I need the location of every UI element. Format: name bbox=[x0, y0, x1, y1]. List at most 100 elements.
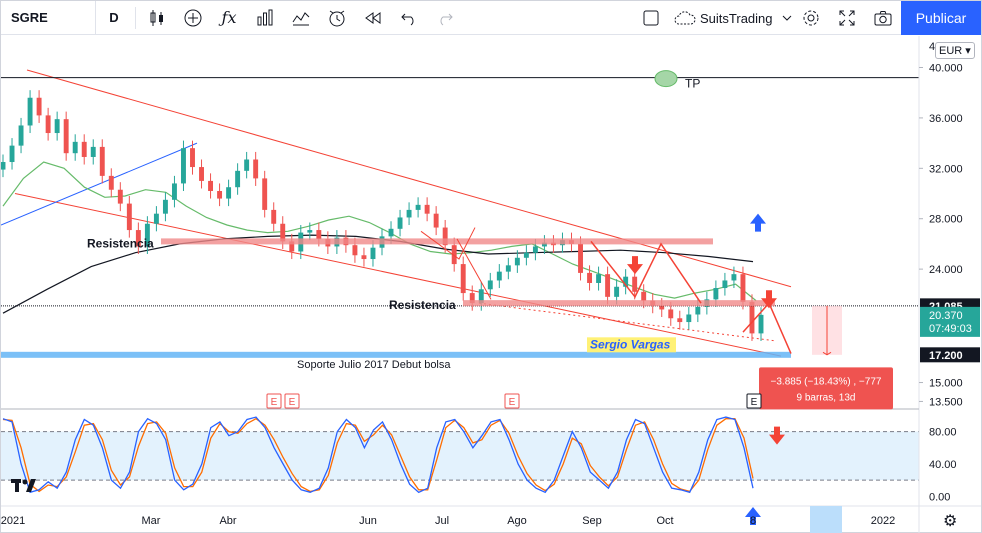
candle-body bbox=[469, 293, 475, 304]
time-range-highlight bbox=[810, 506, 842, 533]
earnings-marker-label: E bbox=[271, 397, 278, 408]
candle-body bbox=[253, 159, 259, 179]
candle-body bbox=[478, 289, 484, 304]
toolbar-divider bbox=[135, 6, 136, 29]
price-tag-countdown: 07:49:03 bbox=[929, 323, 972, 335]
symbol-search[interactable]: SGRE bbox=[1, 0, 96, 35]
camera-icon[interactable] bbox=[865, 1, 901, 35]
currency-selector[interactable]: EUR ▾ bbox=[935, 42, 975, 59]
candle-body bbox=[605, 274, 611, 297]
price-tick-label: 28.000 bbox=[929, 214, 963, 226]
time-tick-label: Abr bbox=[219, 515, 236, 527]
stoch-tick-label: 80.00 bbox=[929, 427, 957, 439]
fullscreen-icon[interactable] bbox=[829, 1, 865, 35]
candle-body bbox=[208, 180, 214, 191]
candle-body bbox=[749, 301, 755, 334]
earnings-marker-label: E bbox=[509, 397, 516, 408]
layout-name[interactable]: SuitsTrading bbox=[673, 1, 795, 35]
indicators-icon[interactable] bbox=[283, 1, 319, 35]
earnings-marker[interactable] bbox=[266, 393, 282, 409]
candle-body bbox=[740, 274, 746, 302]
support-label: Soporte Julio 2017 Debut bolsa bbox=[297, 359, 451, 371]
time-tick-label: Ago bbox=[507, 515, 527, 527]
candle-body bbox=[686, 314, 692, 323]
earnings-marker-label: E bbox=[751, 397, 758, 408]
candle-body bbox=[36, 97, 42, 116]
candle-body bbox=[307, 230, 313, 233]
channel-bottom-line bbox=[14, 193, 782, 357]
interval-button[interactable]: D bbox=[109, 10, 119, 25]
blue-up-arrow-main bbox=[750, 213, 766, 232]
candle-body bbox=[135, 230, 141, 247]
alert-icon[interactable] bbox=[319, 1, 355, 35]
fx-icon[interactable]: ƒx bbox=[221, 8, 237, 27]
candle-body bbox=[45, 115, 51, 134]
candle-body bbox=[63, 119, 69, 154]
sma-green-line bbox=[2, 161, 757, 302]
candle-body bbox=[370, 247, 376, 260]
candle-body bbox=[27, 97, 33, 126]
candle-body bbox=[54, 119, 60, 134]
red-down-arrow-stoch bbox=[769, 426, 785, 445]
red-down-arrow-2 bbox=[761, 290, 777, 309]
candle-body bbox=[623, 276, 629, 287]
candle-body bbox=[117, 189, 123, 204]
candle-body bbox=[262, 178, 268, 210]
redo-icon[interactable] bbox=[427, 1, 463, 35]
measure-box-line2: 9 barras, 13d bbox=[797, 392, 856, 403]
publish-button[interactable]: Publicar bbox=[901, 1, 981, 35]
price-tag-current bbox=[920, 306, 980, 337]
bar-chart-icon[interactable] bbox=[247, 1, 283, 35]
settings-icon[interactable] bbox=[793, 1, 829, 35]
square-icon[interactable] bbox=[633, 1, 669, 35]
chart-plot[interactable]: 40.000 36.000 32.000 28.000 24.000 15.000 13.5… bbox=[1, 36, 981, 533]
candle-body bbox=[406, 209, 412, 218]
candle-body bbox=[289, 241, 295, 252]
trendline-dotted bbox=[478, 302, 777, 342]
undo-icon[interactable] bbox=[391, 1, 427, 35]
candle-body bbox=[596, 274, 602, 283]
candle-body bbox=[181, 148, 186, 184]
candle-body bbox=[722, 280, 728, 289]
plus-circle-icon[interactable] bbox=[175, 1, 211, 35]
chevron-down-icon[interactable] bbox=[779, 10, 795, 26]
candle-body bbox=[316, 230, 322, 239]
candles-icon[interactable] bbox=[139, 1, 175, 35]
top-toolbar: SGRE D ƒx SuitsTrading Publicar bbox=[1, 0, 981, 35]
earnings-marker[interactable] bbox=[504, 393, 520, 409]
earnings-marker-label: E bbox=[289, 397, 296, 408]
candle-body bbox=[614, 286, 620, 297]
blue-up-arrow-stoch bbox=[745, 507, 761, 525]
replay-icon[interactable] bbox=[355, 1, 391, 35]
candle-body bbox=[677, 318, 683, 323]
candle-body bbox=[81, 141, 87, 157]
gear-icon[interactable]: ⚙ bbox=[943, 513, 958, 530]
author-label: Sergio Vargas bbox=[590, 337, 671, 351]
candle-body bbox=[90, 146, 96, 157]
red-down-arrow-1 bbox=[627, 256, 643, 275]
candle-body bbox=[578, 243, 583, 273]
candle-body bbox=[397, 217, 403, 229]
price-tick-label: 32.000 bbox=[929, 163, 963, 175]
candle-body bbox=[659, 305, 665, 310]
candle-body bbox=[280, 223, 286, 242]
tp-marker bbox=[654, 70, 678, 88]
tp-label: TP bbox=[685, 77, 700, 91]
projection-zigzag-2 bbox=[456, 238, 492, 300]
candle-body bbox=[226, 187, 232, 199]
measure-box bbox=[759, 367, 893, 410]
candle-body bbox=[144, 223, 150, 247]
candle-body bbox=[9, 145, 15, 163]
candle-body bbox=[731, 274, 737, 281]
candle-body bbox=[244, 159, 250, 171]
candle-body bbox=[514, 257, 520, 266]
candle-body bbox=[415, 204, 421, 210]
candle-body bbox=[632, 276, 638, 292]
earnings-marker[interactable] bbox=[284, 393, 300, 409]
candle-body bbox=[199, 167, 204, 181]
earnings-marker[interactable] bbox=[746, 393, 762, 409]
candle-body bbox=[523, 252, 529, 258]
candle-body bbox=[99, 146, 105, 176]
candle-body bbox=[541, 242, 547, 247]
